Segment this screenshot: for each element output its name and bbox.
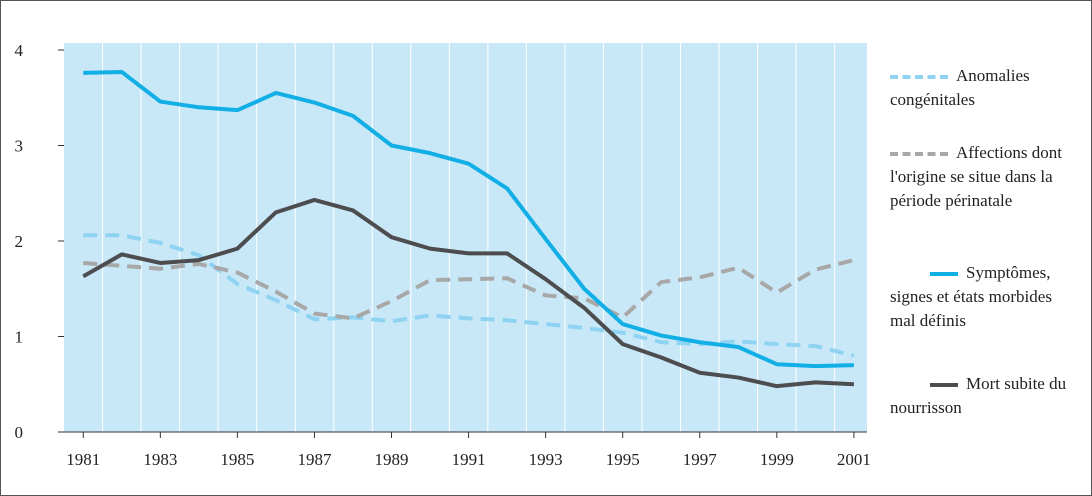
legend-label: Anomalies congénitales bbox=[890, 66, 1030, 109]
x-tick-label: 1989 bbox=[375, 450, 409, 469]
legend-label: Mort subite du nourrisson bbox=[890, 374, 1067, 417]
legend-entry: Symptômes, signes et états morbides mal … bbox=[890, 261, 1080, 333]
x-tick-label: 1993 bbox=[529, 450, 563, 469]
x-tick-label: 1999 bbox=[760, 450, 794, 469]
series-line bbox=[82, 197, 854, 389]
legend-label: Symptômes, signes et états morbides mal … bbox=[890, 263, 1052, 330]
x-tick-label: 2001 bbox=[837, 450, 871, 469]
legend-swatch bbox=[930, 272, 958, 277]
x-tick-label: 1985 bbox=[220, 450, 254, 469]
series-line bbox=[83, 258, 855, 321]
plot-background bbox=[64, 43, 867, 432]
legend-entry: Anomalies congénitales bbox=[890, 64, 1080, 112]
y-tick-label: 1 bbox=[15, 328, 24, 347]
x-tick-label: 1997 bbox=[683, 450, 718, 469]
legend-entry: Mort subite du nourrisson bbox=[890, 372, 1080, 420]
y-tick-label: 2 bbox=[15, 232, 24, 251]
series-line bbox=[83, 233, 855, 358]
series-line bbox=[83, 69, 854, 369]
legend-swatch bbox=[930, 383, 958, 388]
x-tick-label: 1981 bbox=[66, 450, 100, 469]
legend-label: Affections dont l'origine se situe dans … bbox=[890, 143, 1062, 210]
x-tick-label: 1983 bbox=[143, 450, 177, 469]
x-tick-label: 1991 bbox=[452, 450, 486, 469]
y-tick-label: 4 bbox=[15, 41, 24, 60]
legend-entry: Affections dont l'origine se situe dans … bbox=[890, 141, 1080, 213]
y-tick-label: 0 bbox=[15, 423, 24, 442]
legend-swatch bbox=[890, 75, 948, 80]
x-tick-label: 1987 bbox=[297, 450, 332, 469]
y-tick-label: 3 bbox=[15, 137, 24, 156]
x-tick-label: 1995 bbox=[606, 450, 640, 469]
legend-swatch bbox=[890, 152, 948, 157]
